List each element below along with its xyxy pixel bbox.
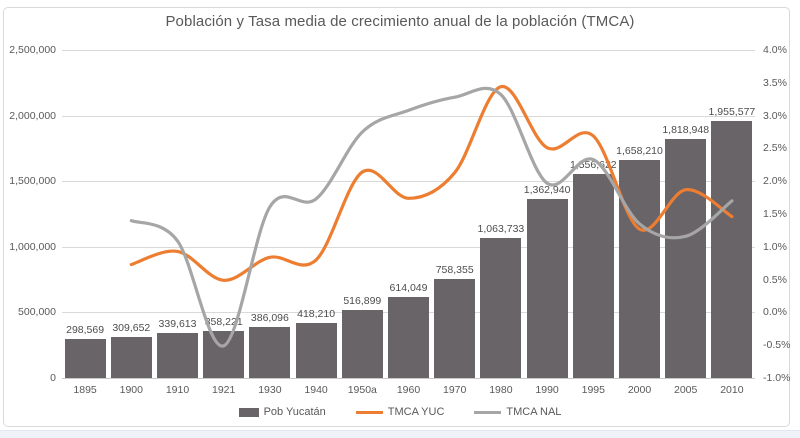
x-axis-tick: 1970: [443, 384, 467, 396]
gridline: [62, 181, 755, 183]
bar-value-label: 1,658,210: [616, 145, 663, 158]
bar: [341, 310, 383, 378]
bar-value-label: 758,355: [435, 263, 474, 276]
bar-value-label: 614,049: [389, 282, 428, 295]
tmca-nal-line: [129, 86, 734, 348]
legend-line-swatch: [474, 410, 502, 414]
left-axis-tick: 0: [50, 372, 56, 384]
x-axis-tick: 1960: [396, 384, 421, 396]
chart-legend: Pob Yucatán TMCA YUC TMCA NAL: [0, 403, 800, 421]
x-axis-tick: 1995: [581, 384, 605, 396]
gridline: [62, 378, 755, 379]
bar: [157, 333, 198, 378]
bar: [203, 331, 245, 378]
gridline: [62, 50, 755, 51]
bar-value-label: 516,899: [343, 295, 382, 308]
bar-value-label: 309,652: [112, 322, 151, 335]
gridline: [62, 246, 755, 248]
bar: [480, 238, 522, 378]
x-axis-tick: 1895: [73, 384, 97, 396]
legend-label: TMCA YUC: [387, 406, 445, 418]
right-axis-tick: 3.0%: [763, 109, 787, 122]
bar-value-label: 1,362,940: [523, 184, 571, 197]
x-axis-tick: 1930: [258, 384, 282, 396]
x-axis-tick: 2000: [627, 384, 652, 396]
right-axis-tick: 0.5%: [763, 273, 787, 286]
right-axis-tick: 4.0%: [763, 44, 787, 56]
bar: [572, 173, 614, 378]
bar: [526, 199, 568, 378]
x-axis-tick: 2010: [720, 384, 744, 396]
legend-item: Pob Yucatán: [238, 406, 326, 418]
x-axis-tick: 1900: [119, 384, 143, 396]
bar: [388, 297, 429, 378]
bar-value-label: 358,221: [204, 316, 243, 328]
x-axis-tick: 1921: [212, 384, 236, 396]
x-axis-tick: 2005: [674, 384, 698, 396]
legend-line-swatch: [355, 410, 383, 414]
left-axis-tick: 500,000: [18, 306, 56, 319]
right-axis-tick: 3.5%: [763, 76, 787, 89]
gridline: [62, 115, 755, 117]
legend-bar-swatch: [238, 407, 259, 417]
right-axis-tick: 2.5%: [763, 142, 787, 155]
bar-value-label: 1,063,733: [477, 223, 525, 236]
x-axis-tick: 1990: [535, 384, 559, 396]
bar: [434, 278, 476, 378]
bar-value-label: 339,613: [158, 318, 197, 331]
left-axis-tick: 1,500,000: [9, 175, 56, 188]
x-axis-tick: 1910: [165, 384, 190, 396]
right-axis-tick: 2.0%: [763, 175, 787, 188]
bar-value-label: 1,818,948: [662, 124, 710, 137]
bar: [619, 160, 660, 378]
x-axis-tick: 1950a: [347, 384, 377, 396]
bar: [249, 327, 291, 378]
legend-item: TMCA YUC: [355, 406, 445, 418]
legend-label: Pob Yucatán: [263, 406, 326, 418]
left-axis-tick: 1,000,000: [9, 240, 56, 253]
right-axis-tick: 0.0%: [763, 306, 787, 319]
tmca-yuc-line: [129, 85, 734, 282]
x-axis-tick: 1980: [489, 384, 513, 396]
bar-value-label: 298,569: [66, 323, 105, 336]
right-axis-tick: 1.0%: [763, 240, 787, 253]
bar: [665, 139, 707, 378]
chart-title: Población y Tasa media de crecimiento an…: [165, 13, 635, 30]
bar: [64, 338, 106, 378]
right-axis-tick: 1.5%: [763, 208, 787, 220]
left-axis-tick: 2,500,000: [9, 44, 56, 56]
bar-value-label: 386,096: [250, 312, 289, 325]
bar-value-label: 1,955,577: [708, 106, 756, 119]
bar-value-label: 418,210: [297, 308, 336, 321]
left-axis-tick: 2,000,000: [9, 109, 56, 122]
right-axis-tick: -0.5%: [763, 339, 791, 352]
bar: [711, 121, 753, 378]
bar: [110, 337, 152, 378]
x-axis-tick: 1940: [304, 384, 328, 396]
worksheet-row-strip: [0, 430, 800, 438]
bar: [295, 323, 337, 378]
legend-item: TMCA NAL: [474, 406, 561, 418]
right-axis-tick: -1.0%: [763, 372, 791, 384]
legend-label: TMCA NAL: [506, 406, 562, 418]
